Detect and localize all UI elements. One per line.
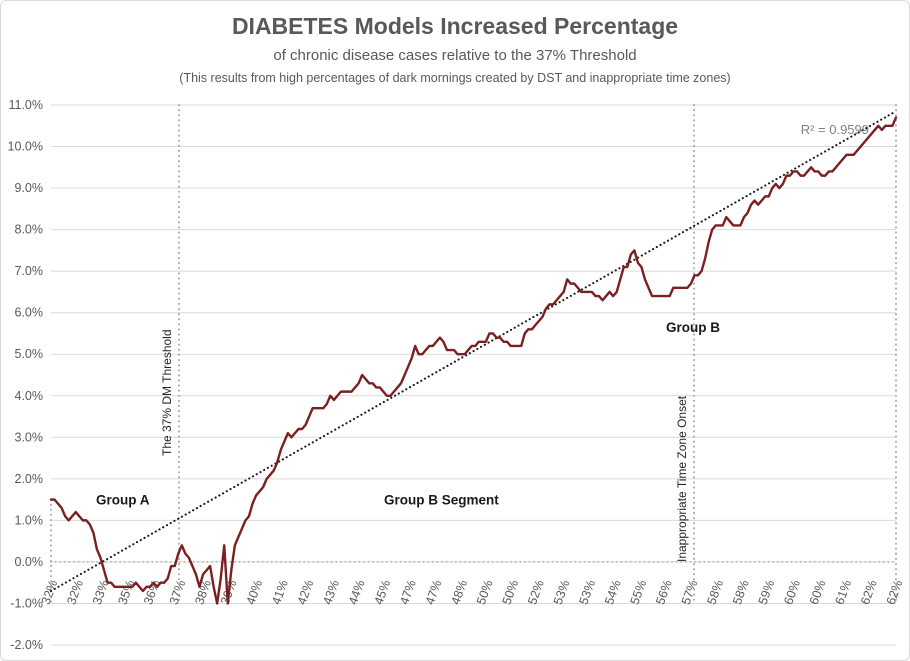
svg-text:3.0%: 3.0% xyxy=(15,430,44,444)
svg-text:53%: 53% xyxy=(551,578,573,606)
svg-text:60%: 60% xyxy=(781,578,803,606)
svg-text:-2.0%: -2.0% xyxy=(10,638,43,652)
svg-text:58%: 58% xyxy=(730,578,752,606)
svg-text:61%: 61% xyxy=(832,578,854,606)
svg-text:47%: 47% xyxy=(397,578,419,606)
svg-text:62%: 62% xyxy=(884,578,906,606)
svg-text:9.0%: 9.0% xyxy=(15,181,44,195)
svg-text:Group B: Group B xyxy=(666,320,720,335)
svg-text:7.0%: 7.0% xyxy=(15,264,44,278)
svg-text:32%: 32% xyxy=(39,578,61,606)
svg-text:52%: 52% xyxy=(525,578,547,606)
svg-text:1.0%: 1.0% xyxy=(15,513,44,527)
svg-text:4.0%: 4.0% xyxy=(15,389,44,403)
svg-text:Group A: Group A xyxy=(96,493,150,508)
svg-text:2.0%: 2.0% xyxy=(15,472,44,486)
svg-text:45%: 45% xyxy=(372,578,394,606)
svg-text:50%: 50% xyxy=(500,578,522,606)
svg-text:10.0%: 10.0% xyxy=(8,140,43,154)
svg-text:-1.0%: -1.0% xyxy=(10,596,43,610)
svg-text:35%: 35% xyxy=(115,578,137,606)
svg-text:38%: 38% xyxy=(192,578,214,606)
svg-text:40%: 40% xyxy=(244,578,266,606)
svg-text:44%: 44% xyxy=(346,578,368,606)
svg-text:50%: 50% xyxy=(474,578,496,606)
svg-text:58%: 58% xyxy=(704,578,726,606)
svg-text:54%: 54% xyxy=(602,578,624,606)
svg-text:5.0%: 5.0% xyxy=(15,347,44,361)
svg-text:Group B Segment: Group B Segment xyxy=(384,493,499,508)
svg-text:48%: 48% xyxy=(448,578,470,606)
svg-text:6.0%: 6.0% xyxy=(15,306,44,320)
svg-text:57%: 57% xyxy=(679,578,701,606)
svg-text:43%: 43% xyxy=(320,578,342,606)
svg-text:53%: 53% xyxy=(576,578,598,606)
svg-text:55%: 55% xyxy=(628,578,650,606)
svg-text:37%: 37% xyxy=(167,578,189,606)
svg-text:32%: 32% xyxy=(64,578,86,606)
svg-text:47%: 47% xyxy=(423,578,445,606)
svg-text:42%: 42% xyxy=(295,578,317,606)
svg-text:59%: 59% xyxy=(756,578,778,606)
svg-text:The 37% DM Threshold: The 37% DM Threshold xyxy=(160,329,174,456)
svg-text:8.0%: 8.0% xyxy=(15,223,44,237)
svg-text:R² = 0.9599: R² = 0.9599 xyxy=(801,122,869,137)
svg-text:41%: 41% xyxy=(269,578,291,606)
svg-text:60%: 60% xyxy=(807,578,829,606)
svg-text:Inappropriate Time Zone Onset: Inappropriate Time Zone Onset xyxy=(675,395,689,562)
svg-text:56%: 56% xyxy=(653,578,675,606)
svg-text:62%: 62% xyxy=(858,578,880,606)
svg-text:0.0%: 0.0% xyxy=(15,555,44,569)
svg-text:11.0%: 11.0% xyxy=(8,98,43,112)
